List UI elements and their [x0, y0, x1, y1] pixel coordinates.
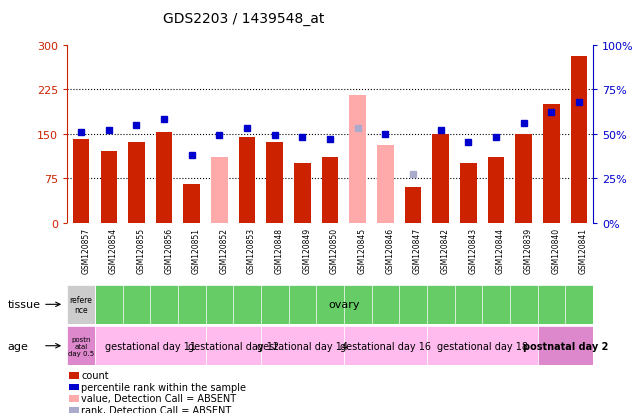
Text: percentile rank within the sample: percentile rank within the sample: [81, 382, 246, 392]
Bar: [95, 326, 206, 366]
Bar: [67, 285, 95, 324]
Text: GSM120847: GSM120847: [413, 228, 422, 274]
Bar: [433, 134, 449, 223]
Text: gestational day 11: gestational day 11: [104, 341, 196, 351]
Bar: [538, 326, 593, 366]
Bar: [377, 146, 394, 223]
Text: gestational day 18: gestational day 18: [437, 341, 528, 351]
Bar: [570, 57, 587, 223]
Text: GSM120843: GSM120843: [469, 228, 478, 274]
Text: GSM120850: GSM120850: [330, 228, 339, 274]
Bar: [322, 158, 338, 223]
Bar: [261, 326, 344, 366]
Bar: [267, 143, 283, 223]
Bar: [211, 158, 228, 223]
Bar: [101, 152, 117, 223]
Text: GSM120840: GSM120840: [551, 228, 560, 274]
Text: refere
nce: refere nce: [70, 295, 92, 314]
Bar: [405, 188, 421, 223]
Bar: [294, 164, 311, 223]
Text: postnatal day 2: postnatal day 2: [522, 341, 608, 351]
Text: age: age: [8, 341, 29, 351]
Text: GSM120857: GSM120857: [81, 228, 90, 274]
Bar: [543, 104, 560, 223]
Bar: [344, 326, 427, 366]
Text: GSM120842: GSM120842: [441, 228, 450, 273]
Text: GSM120844: GSM120844: [496, 228, 505, 274]
Bar: [206, 326, 261, 366]
Text: GSM120856: GSM120856: [164, 228, 173, 274]
Bar: [349, 96, 366, 223]
Text: count: count: [81, 370, 109, 380]
Text: postn
atal
day 0.5: postn atal day 0.5: [68, 336, 94, 356]
Bar: [460, 164, 477, 223]
Text: GSM120845: GSM120845: [358, 228, 367, 274]
Text: gestational day 12: gestational day 12: [188, 341, 279, 351]
Text: GSM120848: GSM120848: [275, 228, 284, 273]
Bar: [427, 326, 538, 366]
Text: GSM120855: GSM120855: [137, 228, 146, 274]
Text: rank, Detection Call = ABSENT: rank, Detection Call = ABSENT: [81, 405, 231, 413]
Text: tissue: tissue: [8, 299, 40, 310]
Text: ovary: ovary: [328, 299, 360, 310]
Bar: [488, 158, 504, 223]
Text: gestational day 14: gestational day 14: [257, 341, 348, 351]
Bar: [156, 133, 172, 223]
Text: GSM120849: GSM120849: [303, 228, 312, 274]
Text: value, Detection Call = ABSENT: value, Detection Call = ABSENT: [81, 393, 237, 403]
Text: GSM120854: GSM120854: [109, 228, 118, 274]
Bar: [73, 140, 90, 223]
Bar: [67, 326, 95, 366]
Bar: [128, 143, 145, 223]
Text: GSM120841: GSM120841: [579, 228, 588, 273]
Text: GSM120851: GSM120851: [192, 228, 201, 273]
Text: GDS2203 / 1439548_at: GDS2203 / 1439548_at: [163, 12, 324, 26]
Bar: [239, 137, 255, 223]
Text: gestational day 16: gestational day 16: [340, 341, 431, 351]
Text: GSM120853: GSM120853: [247, 228, 256, 274]
Text: GSM120846: GSM120846: [385, 228, 394, 274]
Bar: [515, 134, 532, 223]
Bar: [183, 185, 200, 223]
Text: GSM120852: GSM120852: [219, 228, 228, 273]
Text: GSM120839: GSM120839: [524, 228, 533, 274]
